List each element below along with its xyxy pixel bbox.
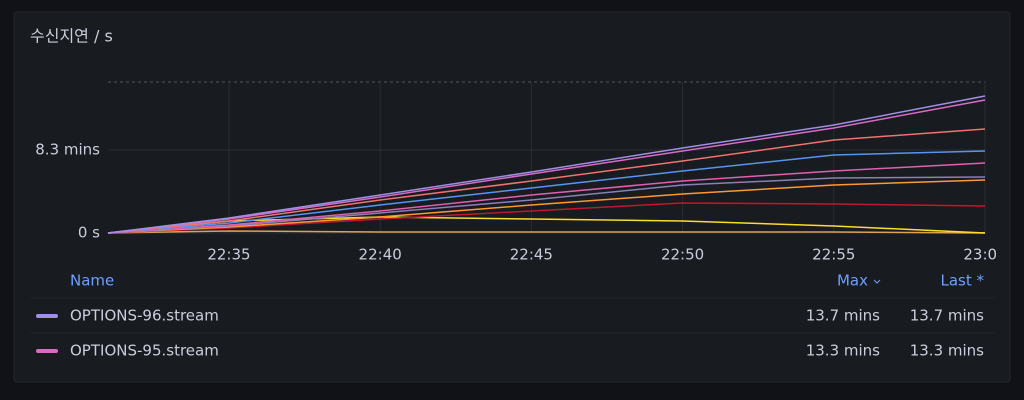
- legend-last: 13.3 mins: [910, 342, 984, 360]
- x-tick-label: 23:00: [963, 246, 1006, 264]
- series-line: [107, 128, 986, 234]
- legend-max: 13.3 mins: [806, 342, 880, 360]
- legend-header[interactable]: Max: [837, 272, 868, 290]
- legend-header: Name: [70, 272, 114, 290]
- x-tick-label: 22:45: [510, 246, 553, 264]
- legend-name[interactable]: OPTIONS-96.stream: [70, 307, 219, 325]
- series-line: [107, 95, 986, 234]
- series-line: [107, 162, 986, 234]
- panel-title: 수신지연 / s: [30, 27, 113, 46]
- x-tick-label: 22:55: [812, 246, 855, 264]
- series-line: [107, 202, 986, 234]
- series-line: [107, 176, 986, 234]
- sort-icon: [873, 279, 881, 284]
- legend-name[interactable]: OPTIONS-95.stream: [70, 342, 219, 360]
- legend-last: 13.7 mins: [910, 307, 984, 325]
- y-tick-label: 0 s: [78, 224, 100, 242]
- series-line: [107, 179, 986, 234]
- series-line: [107, 99, 986, 234]
- x-tick-label: 22:40: [359, 246, 402, 264]
- y-tick-label: 8.3 mins: [35, 141, 100, 159]
- legend-header[interactable]: Last *: [940, 272, 984, 290]
- x-tick-label: 22:50: [661, 246, 704, 264]
- series-line: [107, 150, 986, 234]
- series-line: [107, 230, 986, 234]
- x-tick-label: 22:35: [207, 246, 250, 264]
- legend-max: 13.7 mins: [806, 307, 880, 325]
